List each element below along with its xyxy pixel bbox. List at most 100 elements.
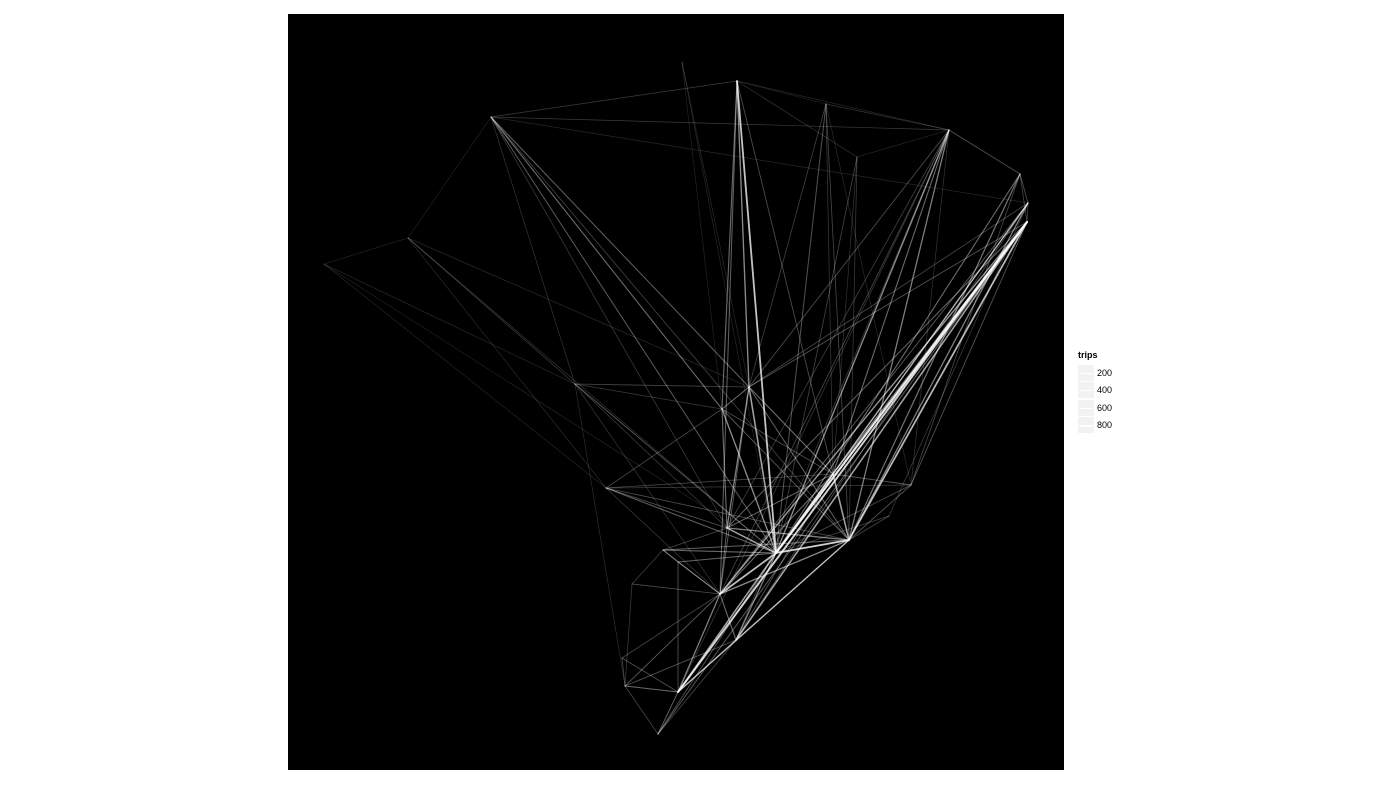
edge-F-T xyxy=(775,156,858,554)
edge-M-U xyxy=(748,386,850,541)
edge-L-M xyxy=(574,383,750,388)
edge-U-AC xyxy=(677,539,850,693)
edge-P-Z xyxy=(735,473,834,641)
edge-O-T xyxy=(605,487,777,554)
edge-T-W xyxy=(677,552,777,563)
edge-J-K xyxy=(323,237,409,265)
edge-M-N xyxy=(721,386,750,410)
edge-B-T xyxy=(736,80,777,554)
edge-O-S xyxy=(605,487,728,529)
edge-G-H xyxy=(1019,173,1029,204)
edge-C-M xyxy=(490,116,750,388)
edge-P-U xyxy=(832,473,850,541)
edge-D-Q xyxy=(825,103,912,486)
edge-D-E xyxy=(825,103,950,131)
edge-I-Y xyxy=(719,221,1028,595)
edge-C-S xyxy=(490,116,728,529)
edge-C-T xyxy=(490,116,777,554)
edge-S-U xyxy=(726,527,850,541)
edge-K-T xyxy=(323,263,777,554)
edge-I-Q xyxy=(910,221,1028,486)
legend-key xyxy=(1078,382,1094,399)
edge-J-M xyxy=(407,237,750,388)
edge-B-D xyxy=(736,80,827,105)
edge-E-Z xyxy=(735,129,950,641)
legend-label: 600 xyxy=(1097,402,1113,413)
edge-O-Y xyxy=(605,487,721,595)
edge-AB-AC xyxy=(624,685,679,693)
edge-J-T xyxy=(407,237,777,554)
edge-G-I xyxy=(1019,173,1028,223)
edge-E-Q xyxy=(910,129,950,486)
edge-E-T xyxy=(775,129,950,554)
edge-N-P xyxy=(721,408,834,475)
edge-P-S xyxy=(726,473,834,529)
edge-layer xyxy=(323,61,1029,735)
edge-V-W xyxy=(662,549,679,563)
legend-label: 400 xyxy=(1097,385,1113,396)
edge-E-AC xyxy=(677,129,950,693)
legend-key xyxy=(1078,364,1094,381)
edge-D-M xyxy=(748,103,827,388)
edge-H-M xyxy=(748,202,1029,388)
edge-L-T xyxy=(574,383,777,554)
edge-K-L xyxy=(323,263,576,385)
edge-I-M xyxy=(748,221,1028,388)
edge-F-P xyxy=(832,156,858,475)
edge-B-M xyxy=(736,80,750,388)
edge-R-T xyxy=(775,515,890,554)
legend-entry: 800 xyxy=(1078,417,1158,435)
edge-H-I xyxy=(1026,202,1029,223)
edge-O-Q xyxy=(605,484,912,489)
edge-K-O xyxy=(323,263,607,489)
edge-E-Y xyxy=(719,129,950,595)
edge-Y-AC xyxy=(677,593,721,693)
edge-A-T xyxy=(681,61,777,554)
edge-J-O xyxy=(407,237,607,489)
edge-Y-Z xyxy=(719,593,737,641)
edge-H-Y xyxy=(719,202,1029,595)
edge-B-C xyxy=(490,80,738,118)
edge-E-F xyxy=(856,129,950,158)
edge-X-AB xyxy=(624,583,633,687)
edge-E-U xyxy=(848,129,950,541)
edge-AC-AD xyxy=(657,691,679,735)
plot-panel xyxy=(288,14,1064,770)
edge-B-P xyxy=(736,80,834,475)
edge-R-U xyxy=(848,515,890,541)
edge-J-L xyxy=(407,237,576,385)
edge-I-T xyxy=(774,220,1029,555)
edge-N-U xyxy=(721,408,850,541)
edge-E-P xyxy=(832,129,950,475)
edge-C-L xyxy=(490,116,576,385)
edge-B-N xyxy=(721,80,738,410)
edge-X-Y xyxy=(631,583,721,595)
edge-Y-AA xyxy=(621,593,721,659)
legend-entry: 400 xyxy=(1078,382,1158,400)
edge-C-U xyxy=(490,116,850,541)
edge-N-S xyxy=(721,408,728,529)
edge-I-Z xyxy=(735,221,1028,641)
edge-L-Y xyxy=(574,383,721,595)
edge-N-T xyxy=(721,408,777,554)
edge-C-H xyxy=(490,116,1029,204)
edge-E-M xyxy=(748,129,950,388)
edge-Q-U xyxy=(848,484,912,541)
edge-O-U xyxy=(605,487,850,541)
legend-key xyxy=(1078,399,1094,416)
edge-U-V xyxy=(662,539,850,551)
edge-AA-AB xyxy=(621,657,626,687)
legend-key xyxy=(1078,417,1094,434)
legend-entry: 600 xyxy=(1078,399,1158,417)
edge-L-AB xyxy=(574,383,626,687)
edge-V-Y xyxy=(662,549,721,595)
edge-A-N xyxy=(681,61,723,410)
edge-T-AD xyxy=(657,552,777,735)
edge-U-Y xyxy=(719,539,850,595)
edge-M-T xyxy=(748,386,777,554)
edge-G-T xyxy=(775,173,1021,554)
edge-AA-AC xyxy=(621,657,679,693)
legend-title: trips xyxy=(1078,350,1098,360)
edge-T-Y xyxy=(719,552,777,595)
edge-G-U xyxy=(848,173,1021,541)
